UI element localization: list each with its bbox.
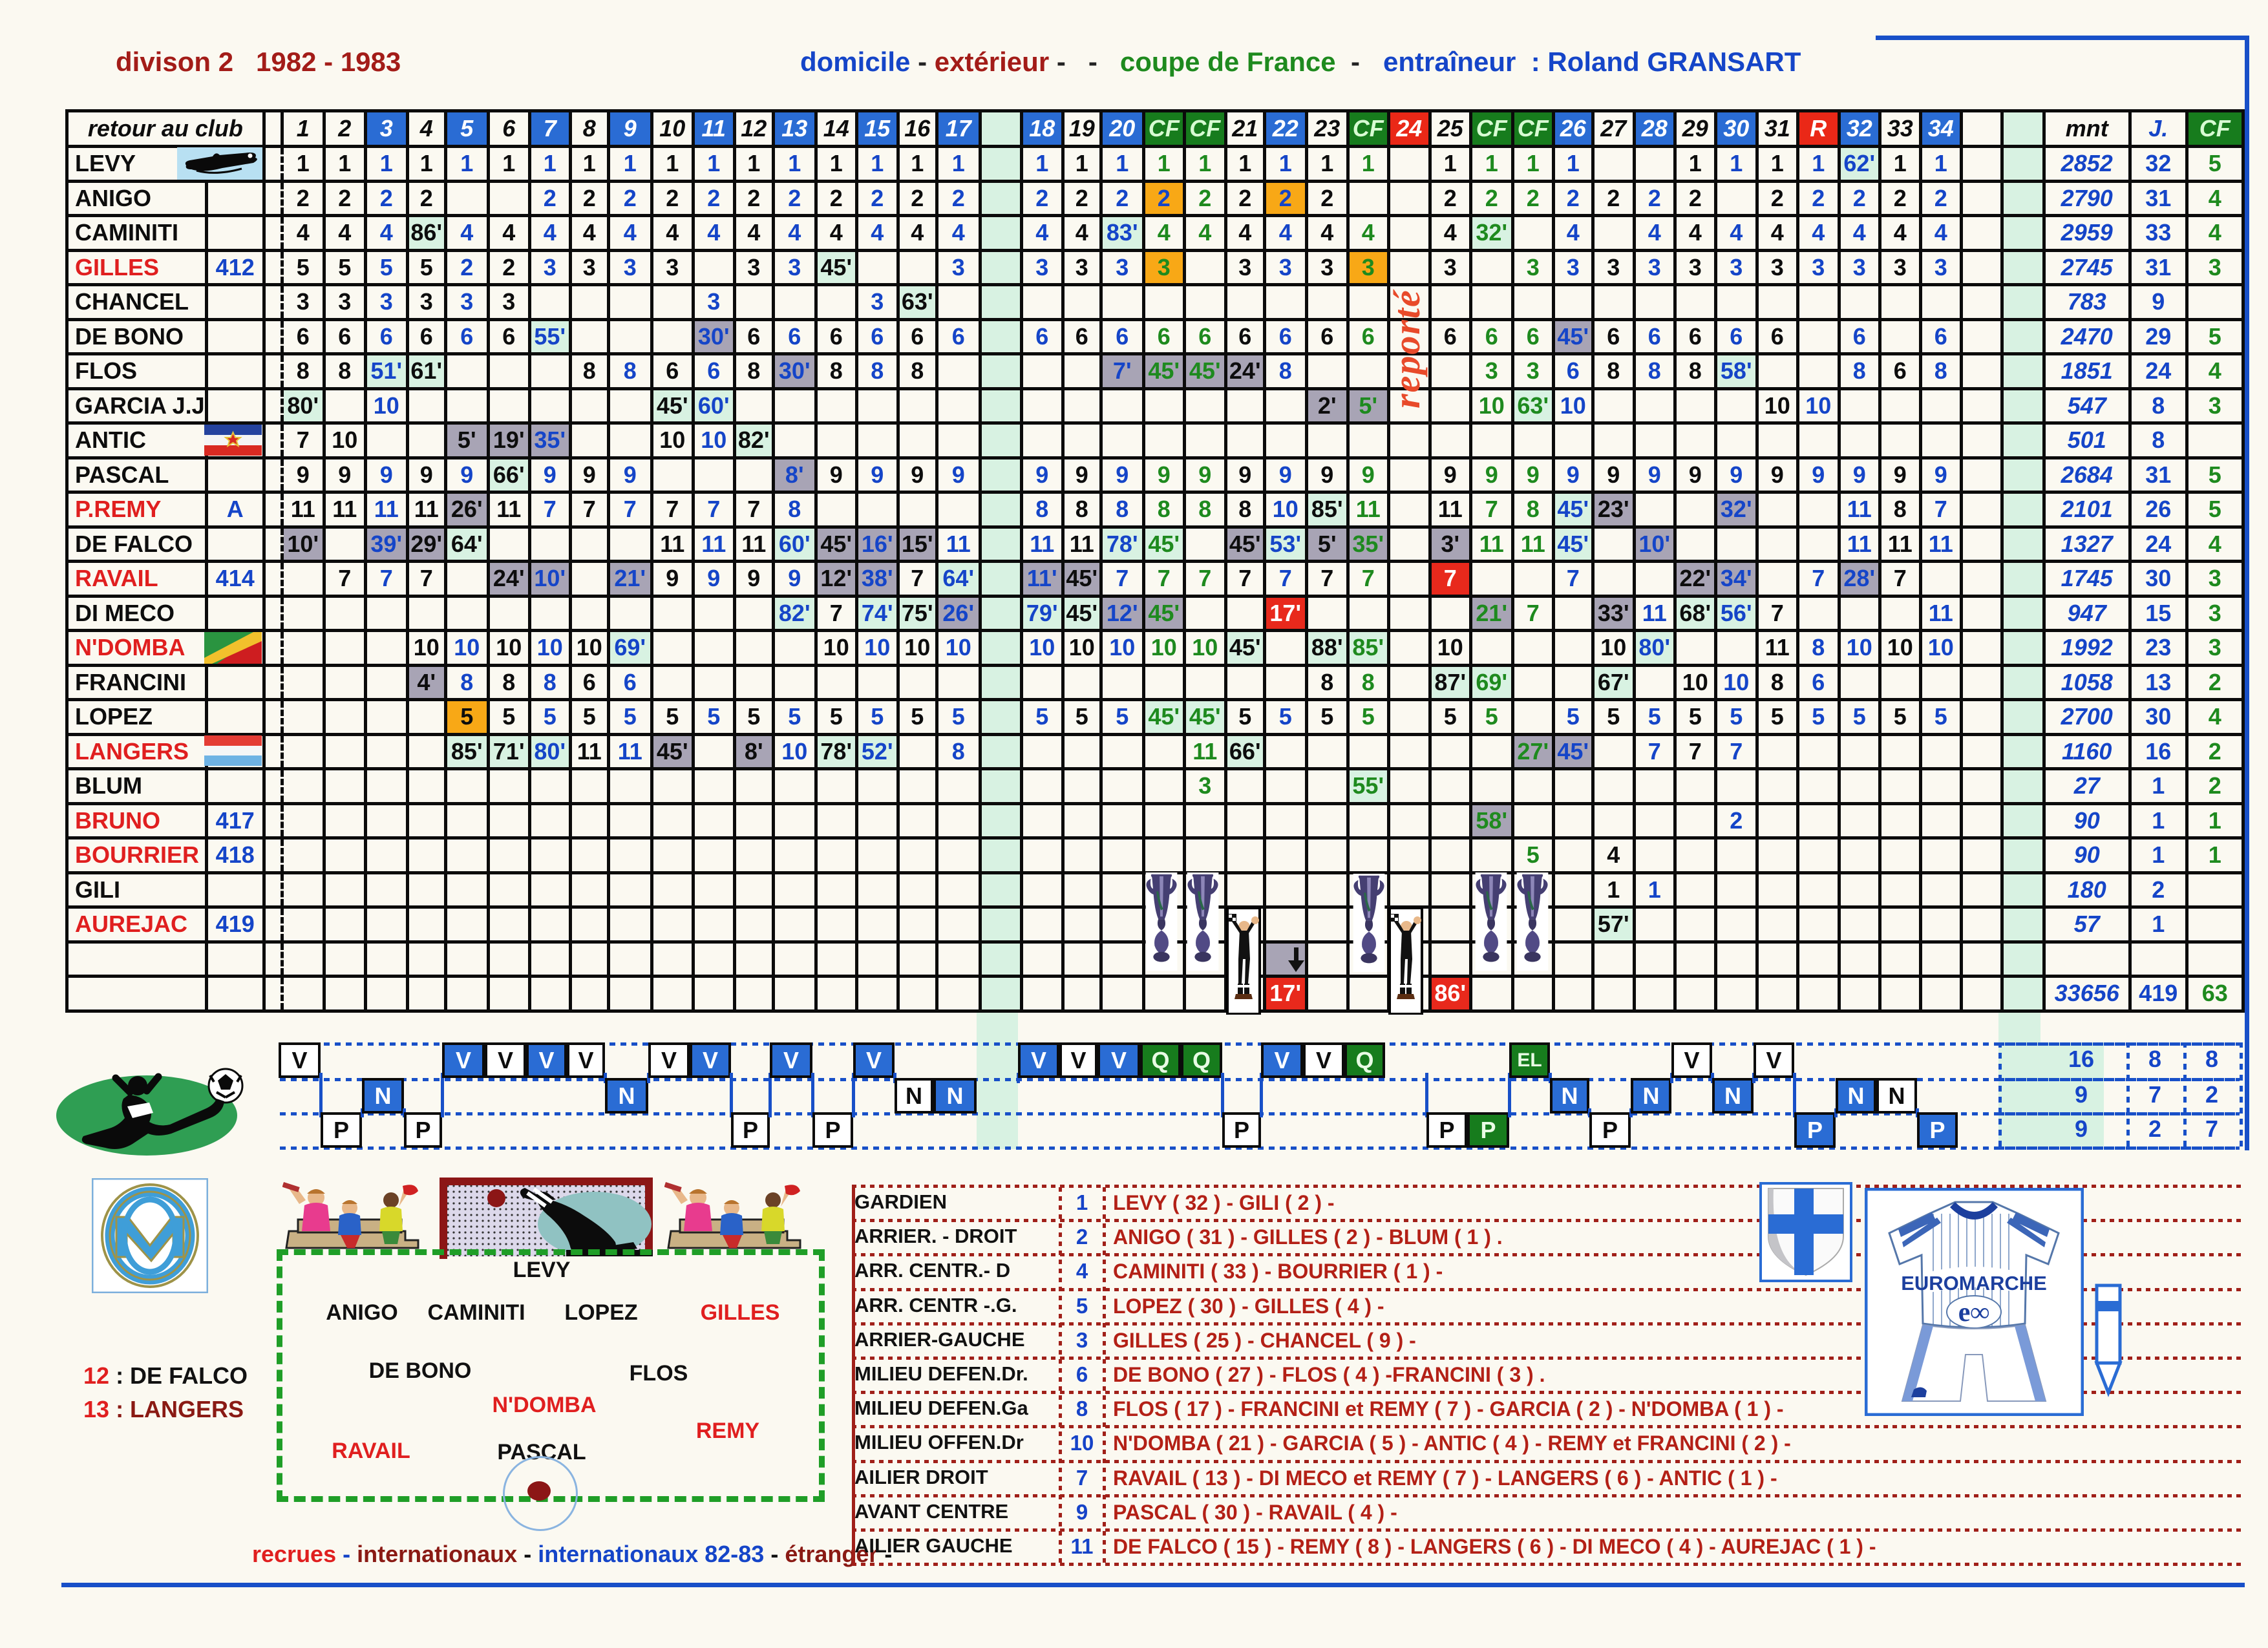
svg-text:e∞: e∞	[1958, 1298, 1990, 1327]
svg-text:EUROMARCHE: EUROMARCHE	[1901, 1272, 2047, 1294]
